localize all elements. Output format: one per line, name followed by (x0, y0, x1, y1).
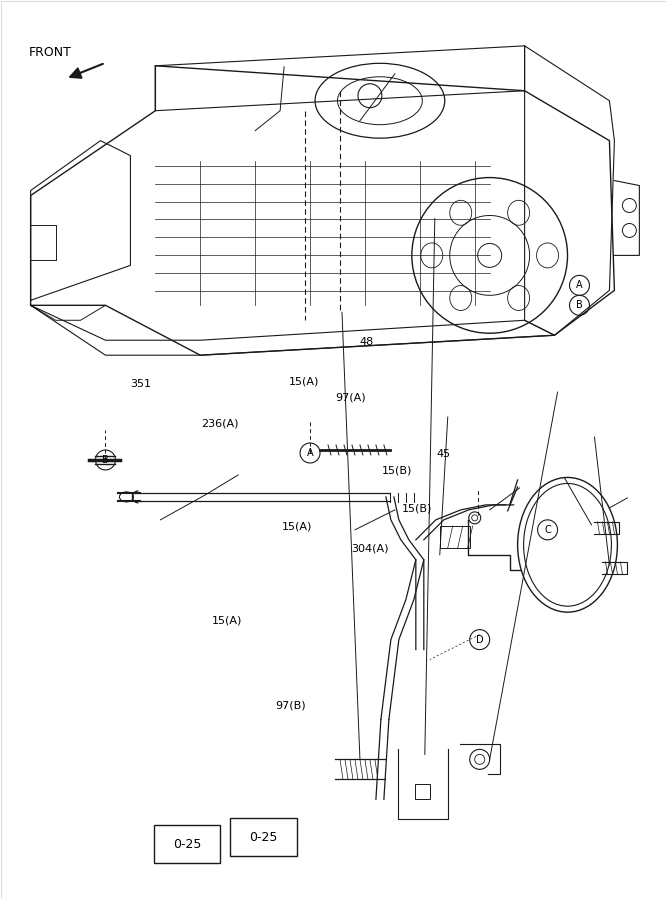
Text: 236(A): 236(A) (201, 418, 239, 428)
Text: FRONT: FRONT (29, 46, 71, 59)
Text: 15(A): 15(A) (288, 377, 319, 387)
Text: 97(B): 97(B) (275, 701, 305, 711)
Text: A: A (576, 280, 583, 291)
Text: 15(B): 15(B) (402, 503, 432, 513)
Text: B: B (102, 455, 109, 465)
Text: 48: 48 (360, 338, 374, 347)
Text: D: D (476, 634, 484, 644)
FancyBboxPatch shape (154, 825, 220, 863)
Text: 15(A): 15(A) (212, 616, 242, 625)
FancyBboxPatch shape (230, 818, 297, 856)
Text: 0-25: 0-25 (249, 831, 277, 843)
Text: 304(A): 304(A) (352, 544, 389, 554)
Text: C: C (544, 525, 551, 535)
Text: 351: 351 (130, 379, 151, 389)
Text: 15(B): 15(B) (382, 465, 412, 476)
Text: 15(A): 15(A) (281, 521, 312, 531)
Text: 45: 45 (436, 449, 450, 460)
Text: 97(A): 97(A) (335, 393, 366, 403)
Text: B: B (576, 301, 583, 310)
Text: A: A (307, 448, 313, 458)
Text: 0-25: 0-25 (173, 838, 201, 850)
